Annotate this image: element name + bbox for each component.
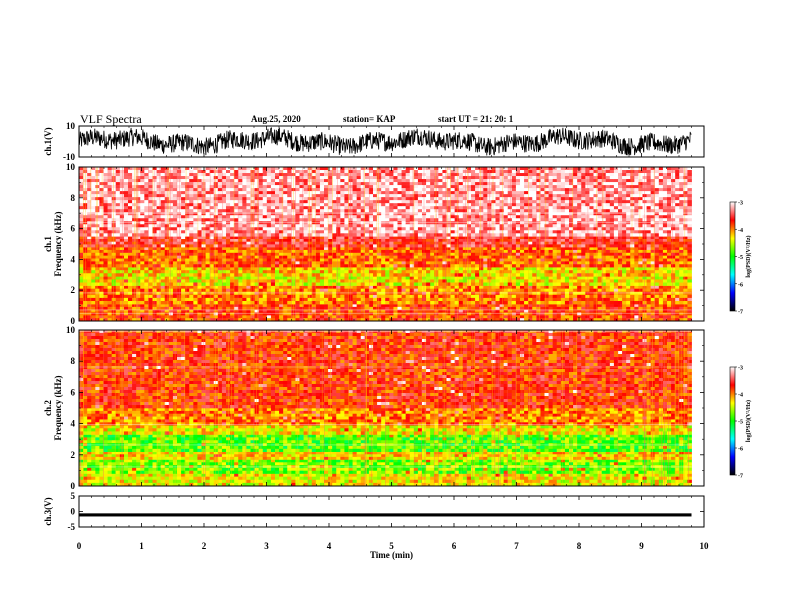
ch1-spectrogram-tick-label: 10 xyxy=(66,162,76,172)
x-tick-label: 8 xyxy=(577,541,582,551)
colorbar-tick-label: -3 xyxy=(738,366,743,372)
x-tick-label: 10 xyxy=(700,541,710,551)
x-tick-label: 3 xyxy=(264,541,269,551)
ch1-spectrogram-ylabel: ch.1 xyxy=(43,236,53,252)
x-tick-label: 7 xyxy=(514,541,519,551)
ch2-spectrogram-tick-label: 6 xyxy=(71,387,76,397)
ch3-waveform-tick-label: 0 xyxy=(71,507,76,517)
x-tick-label: 4 xyxy=(327,541,332,551)
ch1-colorbar xyxy=(729,201,736,312)
ch1-waveform-tick-label: -10 xyxy=(63,152,75,162)
ch3-waveform-ylabel: ch.3(V) xyxy=(43,497,53,525)
ch2-spectrogram-tick-label: 0 xyxy=(71,481,76,491)
chart-title: VLF Spectra xyxy=(80,112,142,126)
x-tick-label: 6 xyxy=(452,541,457,551)
colorbar-tick-label: -7 xyxy=(738,310,743,316)
ch1-waveform-line xyxy=(78,127,692,156)
x-tick-label: 9 xyxy=(639,541,644,551)
ch1-spectrogram-tick-label: 0 xyxy=(71,316,76,326)
ch1-spectrogram-tick-label: 2 xyxy=(71,285,76,295)
ch1-spectrogram-tick-label: 4 xyxy=(71,254,76,264)
colorbar-tick-label: -4 xyxy=(738,228,743,234)
ch3-waveform-tick-label: -5 xyxy=(68,522,76,532)
ch3-waveform-line xyxy=(79,513,692,517)
ch1-spectrogram-tick-label: 8 xyxy=(71,193,76,203)
date-label: Aug.25, 2020 xyxy=(251,114,301,124)
ch1-spectrogram-tick-label: 6 xyxy=(71,224,76,234)
x-tick-label: 1 xyxy=(139,541,144,551)
ch1-spectrogram xyxy=(79,167,692,322)
colorbar-tick-label: -7 xyxy=(738,474,743,480)
colorbar-tick-label: -5 xyxy=(738,420,743,426)
colorbar-label: log(PSD)(V²/Hz) xyxy=(745,235,752,277)
ch2-spectrogram-tick-label: 2 xyxy=(71,450,76,460)
ch2-spectrogram-ylabel: ch.2 xyxy=(43,400,53,416)
ch2-spectrogram-tick-label: 10 xyxy=(66,325,76,335)
ch2-spectrogram-tick-label: 4 xyxy=(71,419,76,429)
colorbar-tick-label: -6 xyxy=(738,282,743,288)
station-label: station= KAP xyxy=(343,114,396,124)
ch3-waveform-frame xyxy=(78,495,705,528)
ch1-spectrogram-ylabel: Frequency (kHz) xyxy=(53,211,63,276)
x-tick-label: 5 xyxy=(389,541,394,551)
ch2-colorbar xyxy=(729,366,736,476)
ch2-spectrogram xyxy=(79,330,692,487)
x-tick-label: 0 xyxy=(77,541,82,551)
colorbar-tick-label: -5 xyxy=(738,255,743,261)
colorbar-tick-label: -3 xyxy=(738,201,743,207)
ch2-spectrogram-ylabel: Frequency (kHz) xyxy=(53,375,63,440)
colorbar-tick-label: -6 xyxy=(738,447,743,453)
ch2-spectrogram-tick-label: 8 xyxy=(71,356,76,366)
colorbar-tick-label: -4 xyxy=(738,393,743,399)
ch3-waveform-tick-label: 5 xyxy=(71,491,76,501)
ch1-waveform-ylabel: ch.1(V) xyxy=(43,127,53,155)
colorbar-label: log(PSD)(V²/Hz) xyxy=(745,400,752,442)
ch1-waveform-tick-label: 10 xyxy=(66,121,76,131)
start-time-label: start UT = 21: 20: 1 xyxy=(438,114,514,124)
x-tick-label: 2 xyxy=(202,541,207,551)
x-axis-label: Time (min) xyxy=(370,550,413,560)
